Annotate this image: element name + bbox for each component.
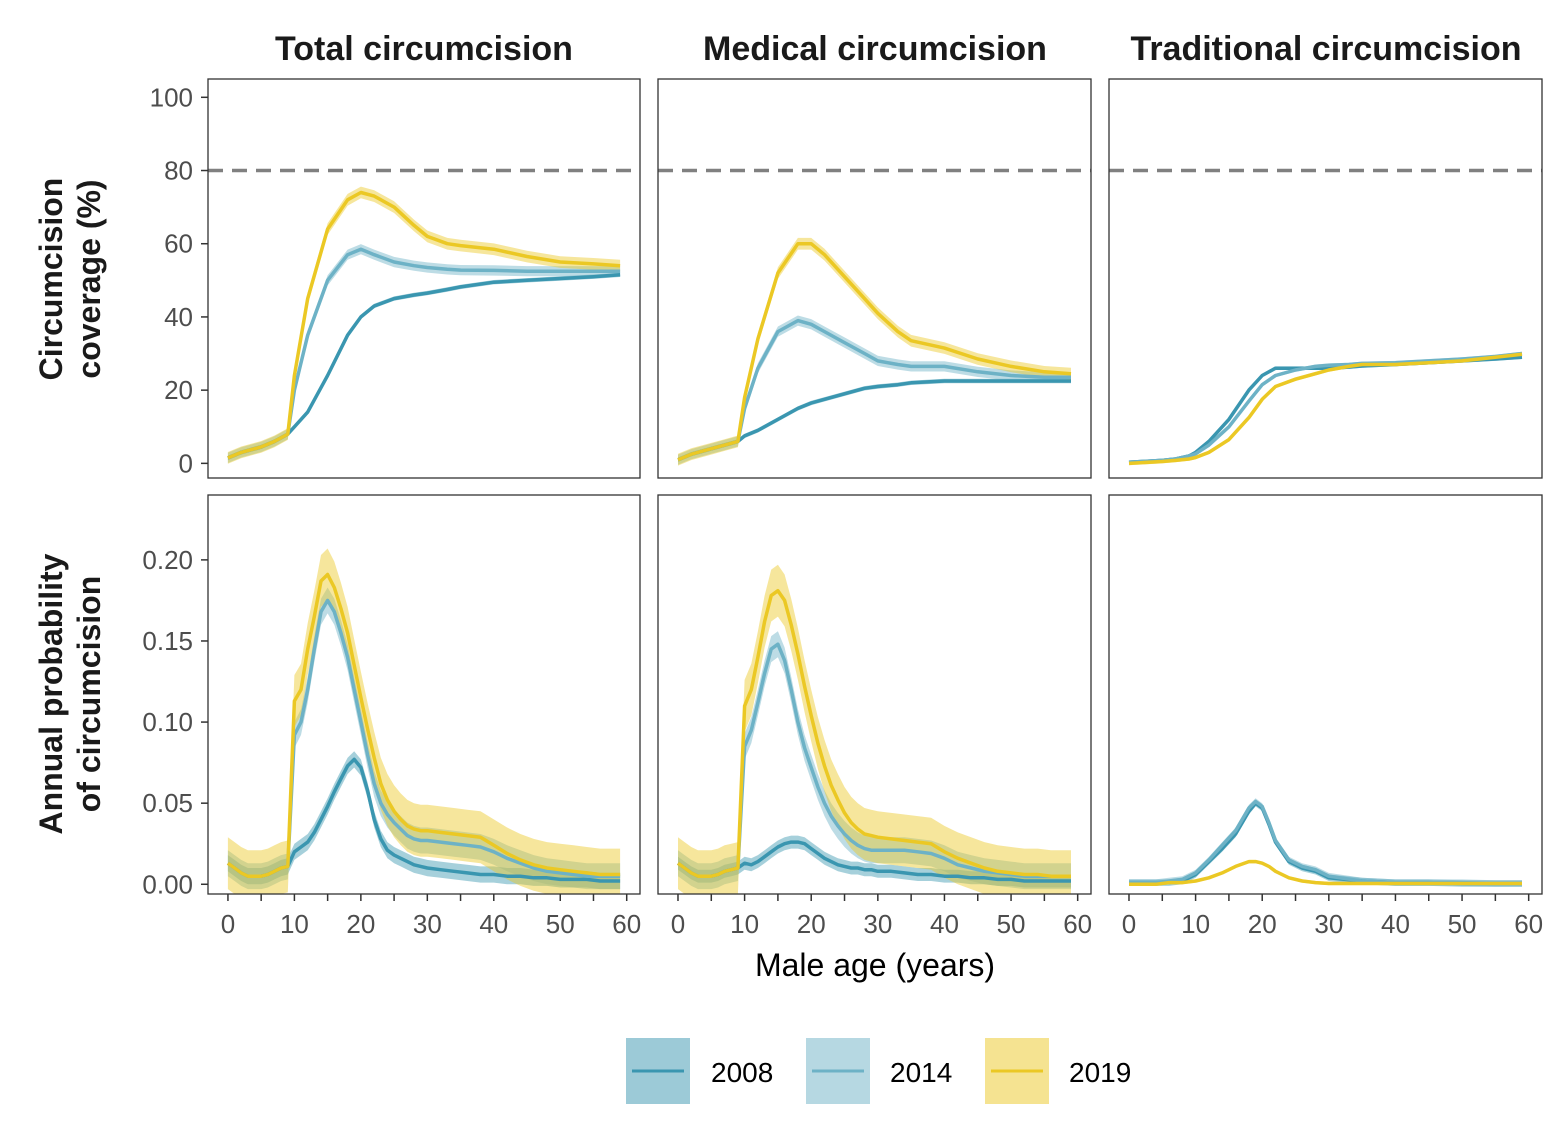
x-tick-label: 30 <box>413 909 442 939</box>
probability-total-band-2014 <box>227 587 621 890</box>
x-tick-label: 10 <box>280 909 309 939</box>
probability-total-band-2019 <box>227 548 621 894</box>
x-tick-label: 20 <box>346 909 375 939</box>
probability-traditional-border <box>1108 494 1543 895</box>
y-tick-top-label: 40 <box>164 302 193 332</box>
x-tick-label: 30 <box>1314 909 1343 939</box>
x-tick-label: 20 <box>1248 909 1277 939</box>
panel-probability-medical <box>657 494 1092 895</box>
legend-label-2008: 2008 <box>711 1057 773 1088</box>
coverage-total-border <box>207 78 641 479</box>
y-tick-bottom-label: 0.05 <box>142 788 193 818</box>
coverage-medical-band-2019 <box>678 237 1071 466</box>
facet-title-medical: Medical circumcision <box>703 30 1047 68</box>
x-tick-label: 50 <box>997 909 1026 939</box>
probability-traditional-background <box>1109 495 1542 894</box>
x-tick-label: 10 <box>730 909 759 939</box>
coverage-traditional-line-2014 <box>1128 351 1523 465</box>
y-axis-title-bottom-line2: of circumcision <box>71 576 107 813</box>
coverage-medical-background <box>658 79 1091 478</box>
panel-coverage-total <box>207 78 641 479</box>
x-tick-label: 0 <box>221 909 235 939</box>
probability-total-background <box>208 495 640 894</box>
x-tick-label: 40 <box>930 909 959 939</box>
probability-traditional-line-2019 <box>1129 859 1522 887</box>
x-axis-title: Male age (years) <box>755 947 995 983</box>
coverage-medical-band-2014 <box>678 315 1071 465</box>
y-axis-title-top-line2: coverage (%) <box>71 179 107 378</box>
y-tick-bottom-label: 0.15 <box>142 626 193 656</box>
panel-probability-total <box>207 494 641 895</box>
x-tick-label: 0 <box>671 909 685 939</box>
facet-title-traditional: Traditional circumcision <box>1130 30 1521 68</box>
coverage-medical-border <box>657 78 1092 479</box>
x-tick-label: 30 <box>863 909 892 939</box>
x-axis: 0 10 20 30 40 50 60 0 10 20 30 40 50 60 0 10 20 30 40 50 60 <box>221 894 1543 939</box>
legend-label-2014: 2014 <box>890 1057 952 1088</box>
y-tick-top-label: 80 <box>164 156 193 186</box>
x-tick-label: 60 <box>612 909 641 939</box>
y-tick-top-label: 60 <box>164 229 193 259</box>
x-tick-label: 10 <box>1181 909 1210 939</box>
probability-medical-line-2019 <box>676 588 1071 878</box>
coverage-traditional-border <box>1108 78 1543 479</box>
probability-medical-band-2019 <box>678 564 1071 894</box>
coverage-traditional-line-2019 <box>1128 352 1523 466</box>
x-tick-label: 60 <box>1063 909 1092 939</box>
legend: 2008 2014 2019 <box>626 1038 1131 1104</box>
y-axis-title-bottom-line1: Annual probability <box>33 553 69 834</box>
y-tick-bottom-label: 0.20 <box>142 545 193 575</box>
x-tick-label: 50 <box>1448 909 1477 939</box>
y-tick-top-label: 20 <box>164 375 193 405</box>
y-axis-top: 0 20 40 60 80 100 <box>150 82 208 478</box>
probability-medical-border <box>657 494 1092 895</box>
x-tick-label: 40 <box>479 909 508 939</box>
y-axis-title-top-line1: Circumcision <box>33 178 69 381</box>
x-tick-label: 50 <box>546 909 575 939</box>
facet-title-total: Total circumcision <box>275 30 573 68</box>
coverage-traditional-background <box>1109 79 1542 478</box>
probability-medical-background <box>658 495 1091 894</box>
coverage-medical-line-2019 <box>677 241 1072 462</box>
x-tick-label: 0 <box>1122 909 1136 939</box>
y-tick-top-label: 100 <box>150 82 193 112</box>
panel-coverage-medical <box>657 78 1092 479</box>
probability-total-border <box>207 494 641 895</box>
coverage-total-line-2019 <box>227 190 621 460</box>
x-tick-label: 20 <box>797 909 826 939</box>
x-tick-label: 40 <box>1381 909 1410 939</box>
panel-coverage-traditional <box>1108 78 1543 479</box>
y-axis-bottom: 0.00 0.05 0.10 0.15 0.20 <box>142 545 208 899</box>
y-tick-bottom-label: 0.00 <box>142 869 193 899</box>
y-tick-top-label: 0 <box>179 448 193 478</box>
legend-label-2019: 2019 <box>1069 1057 1131 1088</box>
coverage-total-band-2014 <box>227 244 621 463</box>
x-tick-label: 60 <box>1514 909 1543 939</box>
probability-total-line-2019 <box>226 572 621 878</box>
panel-probability-traditional <box>1108 494 1543 895</box>
y-tick-bottom-label: 0.10 <box>142 707 193 737</box>
